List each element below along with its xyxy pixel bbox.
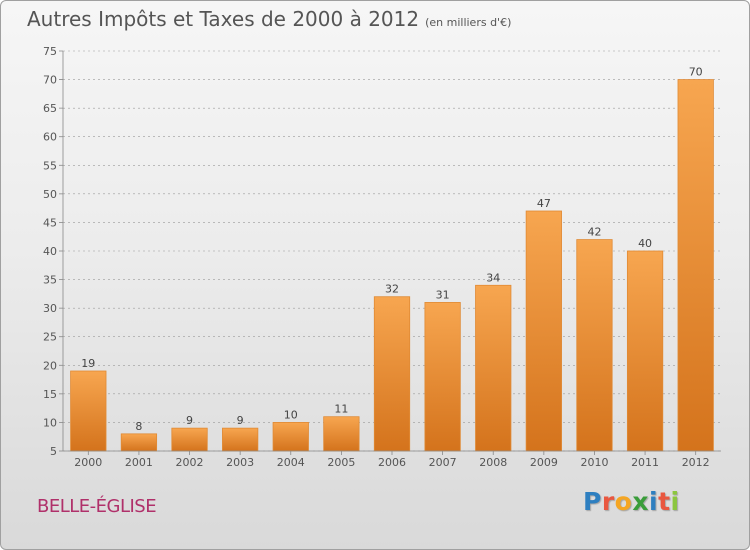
bar	[222, 427, 259, 452]
data-label: 31	[436, 288, 450, 301]
x-tick-label: 2003	[226, 456, 254, 469]
bar	[677, 79, 714, 452]
logo-letter: P	[583, 487, 602, 516]
x-tick-label: 2007	[429, 456, 457, 469]
data-label: 40	[638, 237, 652, 250]
data-label: 32	[385, 283, 399, 296]
bar	[171, 427, 208, 452]
bar	[525, 210, 562, 452]
bar	[120, 433, 158, 452]
data-label: 34	[486, 271, 500, 284]
data-label: 70	[689, 66, 703, 79]
x-tick-label: 2002	[176, 456, 204, 469]
data-label: 10	[284, 408, 298, 421]
commune-name: BELLE-ÉGLISE	[37, 496, 157, 517]
bar	[576, 239, 613, 452]
x-tick-label: 2006	[378, 456, 406, 469]
data-label: 9	[186, 414, 193, 427]
x-tick-label: 2012	[682, 456, 710, 469]
y-tick-label: 10	[43, 416, 57, 429]
logo-letter: o	[614, 487, 633, 516]
x-tick-label: 2008	[479, 456, 507, 469]
logo-letter: i	[670, 487, 680, 516]
x-tick-label: 2001	[125, 456, 153, 469]
y-tick-label: 45	[43, 216, 57, 229]
x-tick-label: 2004	[277, 456, 305, 469]
x-tick-label: 2000	[74, 456, 102, 469]
bar	[424, 302, 461, 452]
y-tick-label: 60	[43, 131, 57, 144]
data-label: 9	[237, 414, 244, 427]
chart-title: Autres Impôts et Taxes de 2000 à 2012 (en…	[27, 7, 511, 31]
y-tick-label: 20	[43, 359, 57, 372]
bar	[323, 416, 360, 452]
bar	[626, 250, 664, 452]
y-tick-label: 5	[50, 445, 57, 458]
bar	[373, 296, 411, 452]
x-tick-label: 2005	[327, 456, 355, 469]
data-label: 8	[135, 420, 142, 433]
logo-letter: t	[658, 487, 671, 516]
proxiti-logo[interactable]: Proxiti	[583, 487, 680, 516]
logo-letter: i	[649, 487, 659, 516]
y-tick-label: 65	[43, 102, 57, 115]
bar	[272, 422, 309, 452]
y-tick-label: 25	[43, 331, 57, 344]
x-tick-label: 2011	[631, 456, 659, 469]
logo-letter: r	[601, 487, 615, 516]
bars	[70, 79, 714, 452]
y-axis: 5 10 15 20 25 30 35 40 45 50 55 60 65 70 75	[43, 45, 64, 458]
logo-letter: x	[632, 487, 649, 516]
y-tick-label: 70	[43, 74, 57, 87]
data-label: 47	[537, 197, 551, 210]
y-tick-label: 50	[43, 188, 57, 201]
x-axis: 2000 2001 2002 2003 2004 2005 2006 2007 2008 2009…	[63, 450, 721, 469]
y-tick-label: 75	[43, 45, 57, 58]
y-tick-label: 15	[43, 388, 57, 401]
chart-title-text: Autres Impôts et Taxes de 2000 à 2012	[27, 7, 420, 31]
data-label: 42	[587, 226, 601, 239]
data-label: 11	[334, 403, 348, 416]
y-tick-label: 30	[43, 302, 57, 315]
y-tick-label: 55	[43, 159, 57, 172]
data-label: 19	[81, 357, 95, 370]
y-tick-label: 35	[43, 274, 57, 287]
bar	[475, 284, 512, 452]
chart-subtitle: (en milliers d'€)	[425, 16, 512, 29]
y-tick-label: 40	[43, 245, 57, 258]
x-tick-label: 2010	[580, 456, 608, 469]
x-tick-label: 2009	[530, 456, 558, 469]
data-labels: 19 8 9 9 10 11 32 31 34 47 42 40 70	[81, 66, 702, 433]
bar	[70, 370, 107, 452]
